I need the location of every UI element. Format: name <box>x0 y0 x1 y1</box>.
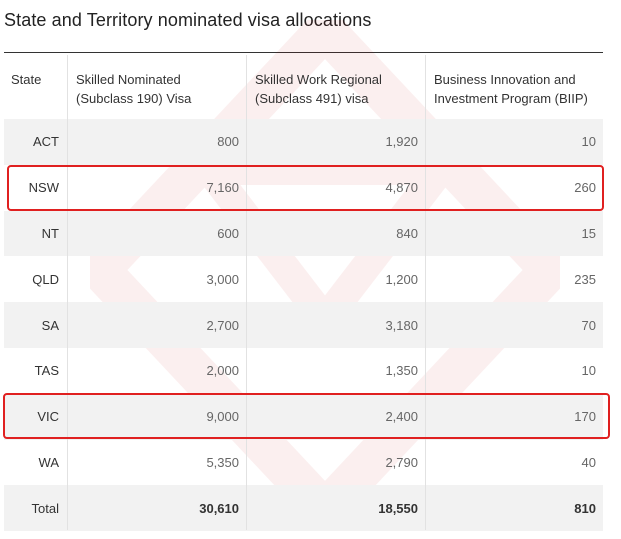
state-cell: WA <box>38 454 59 470</box>
subclass-491-cell: 1,200 <box>385 271 418 287</box>
subclass-190-total: 30,610 <box>199 500 239 516</box>
visa-allocation-table: State Skilled Nominated (Subclass 190) V… <box>4 55 603 532</box>
table-row: VIC 9,000 2,400 170 <box>4 393 603 440</box>
subclass-491-cell: 4,870 <box>385 180 418 196</box>
table-header-row: State Skilled Nominated (Subclass 190) V… <box>4 55 603 119</box>
table-row: NSW 7,160 4,870 260 <box>4 165 603 211</box>
biip-cell: 235 <box>574 271 596 287</box>
biip-cell: 40 <box>581 454 596 470</box>
highlight-box-vic <box>3 393 610 439</box>
header-state: State <box>11 72 42 87</box>
column-divider <box>246 55 247 530</box>
header-biip: Business Innovation and Investment Progr… <box>434 72 588 106</box>
state-cell: SA <box>41 317 59 333</box>
subclass-190-cell: 9,000 <box>206 409 239 425</box>
subclass-190-cell: 5,350 <box>206 454 239 470</box>
subclass-190-cell: 600 <box>217 225 239 241</box>
table-row: WA 5,350 2,790 40 <box>4 440 603 486</box>
subclass-491-cell: 840 <box>396 225 418 241</box>
biip-cell: 170 <box>574 409 596 425</box>
highlight-box-nsw <box>7 165 604 211</box>
header-subclass-190: Skilled Nominated (Subclass 190) Visa <box>76 72 192 106</box>
column-divider <box>67 55 68 530</box>
column-divider <box>425 55 426 530</box>
state-cell: NSW <box>28 180 59 196</box>
page-title: State and Territory nominated visa alloc… <box>4 10 372 30</box>
state-cell: ACT <box>33 134 59 150</box>
subclass-491-cell: 3,180 <box>385 317 418 333</box>
table-row: QLD 3,000 1,200 235 <box>4 256 603 302</box>
subclass-491-cell: 2,790 <box>385 454 418 470</box>
table-row: ACT 800 1,920 10 <box>4 119 603 165</box>
biip-cell: 260 <box>574 180 596 196</box>
table-row: TAS 2,000 1,350 10 <box>4 348 603 394</box>
subclass-491-cell: 2,400 <box>385 409 418 425</box>
subclass-491-total: 18,550 <box>378 500 418 516</box>
table-row: NT 600 840 15 <box>4 210 603 257</box>
subclass-190-cell: 800 <box>217 134 239 150</box>
title-divider <box>4 52 603 53</box>
subclass-190-cell: 2,700 <box>206 317 239 333</box>
subclass-491-cell: 1,350 <box>385 363 418 379</box>
subclass-491-cell: 1,920 <box>385 134 418 150</box>
table-row: SA 2,700 3,180 70 <box>4 302 603 348</box>
biip-cell: 15 <box>581 225 596 241</box>
subclass-190-cell: 3,000 <box>206 271 239 287</box>
state-cell: VIC <box>37 409 59 425</box>
biip-total: 810 <box>574 500 596 516</box>
state-cell: TAS <box>34 363 59 379</box>
subclass-190-cell: 7,160 <box>206 180 239 196</box>
table-total-row: Total 30,610 18,550 810 <box>4 485 603 532</box>
subclass-190-cell: 2,000 <box>206 363 239 379</box>
biip-cell: 10 <box>581 363 596 379</box>
state-cell: NT <box>41 225 59 241</box>
biip-cell: 10 <box>581 134 596 150</box>
biip-cell: 70 <box>581 317 596 333</box>
header-subclass-491: Skilled Work Regional (Subclass 491) vis… <box>255 72 382 106</box>
state-cell: QLD <box>32 271 59 287</box>
state-cell: Total <box>31 500 59 516</box>
